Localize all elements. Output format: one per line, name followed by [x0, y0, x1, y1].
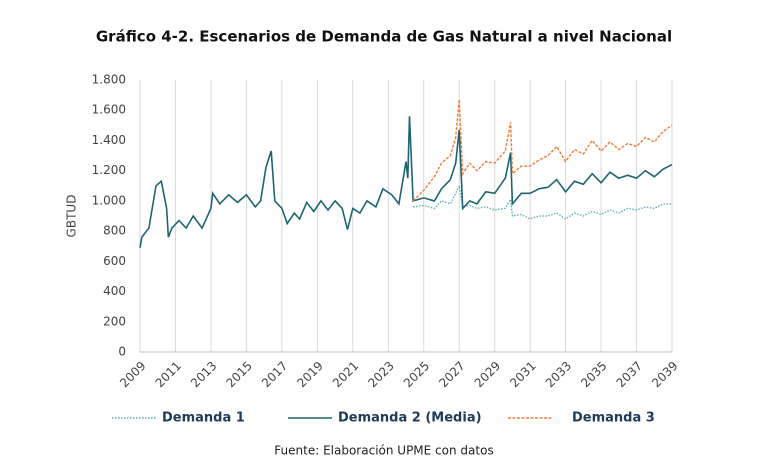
x-tick-label: 2031 [507, 359, 538, 390]
x-tick-label: 2029 [472, 359, 503, 390]
x-tick-label: 2027 [436, 359, 467, 390]
series-line [413, 183, 672, 220]
x-tick-label: 2009 [117, 359, 148, 390]
legend-label: Demanda 2 (Media) [338, 411, 482, 426]
y-tick-label: 1.000 [92, 193, 126, 207]
x-tick-label: 2019 [294, 359, 325, 390]
x-tick-label: 2013 [188, 359, 219, 390]
x-tick-label: 2037 [614, 359, 645, 390]
y-tick-label: 1.600 [92, 103, 126, 117]
source-note: Fuente: Elaboración UPME con datos [274, 444, 493, 458]
x-tick-label: 2039 [649, 359, 680, 390]
x-tick-label: 2033 [543, 359, 574, 390]
x-tick-label: 2021 [330, 359, 361, 390]
x-tick-label: 2035 [578, 359, 609, 390]
legend-label: Demanda 3 [572, 411, 655, 426]
x-tick-label: 2025 [401, 359, 432, 390]
legend-label: Demanda 1 [162, 411, 245, 426]
y-tick-label: 1.800 [92, 73, 126, 87]
y-tick-label: 1.200 [92, 163, 126, 177]
chart-title: Gráfico 4-2. Escenarios de Demanda de Ga… [96, 28, 672, 46]
y-tick-label: 400 [103, 284, 126, 298]
y-axis-label: GBTUD [65, 195, 79, 238]
series-line [412, 99, 673, 202]
y-tick-label: 800 [103, 224, 126, 238]
x-tick-label: 2023 [365, 359, 396, 390]
x-tick-label: 2011 [153, 359, 184, 390]
series-line [139, 116, 673, 248]
x-tick-label: 2015 [223, 359, 254, 390]
x-tick-label: 2017 [259, 359, 290, 390]
y-tick-label: 200 [103, 314, 126, 328]
y-tick-label: 0 [118, 345, 126, 359]
y-tick-label: 600 [103, 254, 126, 268]
y-tick-label: 1.400 [92, 133, 126, 147]
